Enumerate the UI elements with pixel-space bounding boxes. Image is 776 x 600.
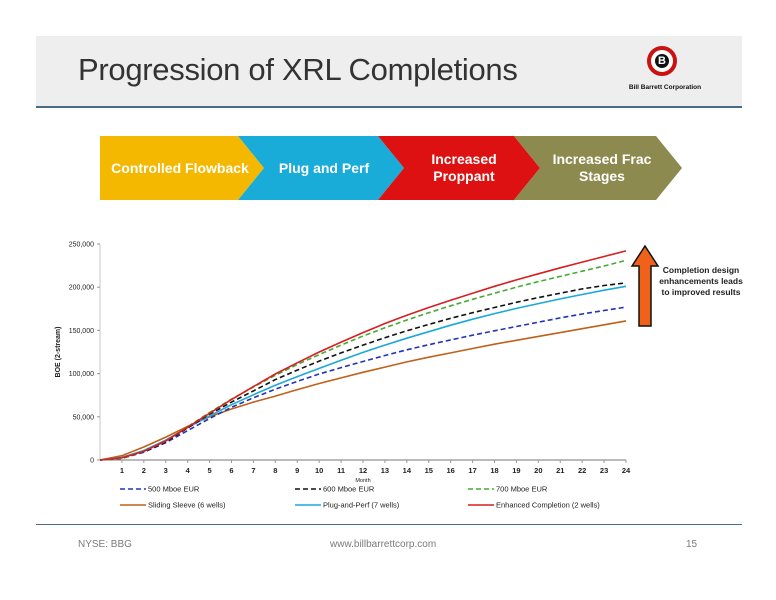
y-tick-label: 250,000 <box>69 242 94 249</box>
x-tick-label: 9 <box>295 466 299 475</box>
y-tick-label: 150,000 <box>69 328 94 335</box>
logo-text: Bill Barrett Corporation <box>628 84 702 91</box>
x-tick-label: 17 <box>468 466 476 475</box>
x-tick-label: 7 <box>251 466 255 475</box>
chevron-2-shape <box>238 136 404 200</box>
header-rule <box>36 106 742 108</box>
x-tick-label: 12 <box>359 466 367 475</box>
x-tick-label: 24 <box>622 466 631 475</box>
x-tick-label: 21 <box>556 466 564 475</box>
header-band <box>36 36 742 106</box>
x-tick-label: 6 <box>229 466 233 475</box>
x-tick-label: 16 <box>446 466 454 475</box>
series-line-2 <box>99 259 627 461</box>
series-line-3 <box>99 320 627 461</box>
x-tick-label: 5 <box>207 466 211 475</box>
x-tick-label: 10 <box>315 466 323 475</box>
chevron-3-shape <box>378 136 540 200</box>
footer-rule <box>36 524 742 525</box>
legend-label-0: 500 Mboe EUR <box>148 485 200 494</box>
x-tick-label: 15 <box>425 466 433 475</box>
legend-label-1: 600 Mboe EUR <box>323 485 375 494</box>
x-tick-label: 11 <box>337 466 345 475</box>
chart-series <box>99 250 627 461</box>
x-tick-label: 19 <box>512 466 520 475</box>
company-logo: B Bill Barrett Corporation <box>620 46 710 98</box>
x-tick-label: 14 <box>403 466 412 475</box>
x-tick-label: 1 <box>120 466 124 475</box>
y-tick-label: 100,000 <box>69 371 94 378</box>
x-tick-label: 20 <box>534 466 542 475</box>
series-line-0 <box>99 306 627 461</box>
footer-ticker: NYSE: BBG <box>78 539 132 550</box>
y-axis-label: BOE (2-stream) <box>55 327 62 378</box>
chevron-4-label: Increased Frac Stages <box>552 151 652 184</box>
legend-label-2: 700 Mboe EUR <box>496 485 548 494</box>
logo-letter: B <box>655 54 669 68</box>
logo-ring: B <box>647 46 677 76</box>
x-tick-label: 3 <box>164 466 168 475</box>
chevron-2-label: Plug and Perf <box>278 159 370 176</box>
chevron-1-label: Controlled Flowback <box>111 159 249 176</box>
process-chevrons: Controlled Flowback Plug and Perf Increa… <box>100 136 690 200</box>
footer-page-number: 15 <box>686 539 698 550</box>
x-tick-label: 18 <box>490 466 498 475</box>
x-tick-label: 23 <box>600 466 608 475</box>
x-axis-label: Month <box>355 478 370 484</box>
x-tick-label: 2 <box>142 466 146 475</box>
y-tick-label: 0 <box>90 458 94 465</box>
y-tick-label: 50,000 <box>73 414 95 421</box>
legend-label-3: Sliding Sleeve (6 wells) <box>148 501 226 510</box>
x-tick-label: 13 <box>381 466 389 475</box>
chevron-shapes <box>100 136 682 200</box>
chevron-3-label: Increased Proppant <box>431 151 497 184</box>
x-tick-label: 22 <box>578 466 586 475</box>
footer-url: www.billbarrettcorp.com <box>330 539 437 550</box>
series-line-5 <box>99 250 627 461</box>
series-line-1 <box>99 282 627 461</box>
chart-legend: 500 Mboe EUR 600 Mboe EUR 700 Mboe EUR Slid… <box>120 485 600 510</box>
legend-label-5: Enhanced Completion (2 wells) <box>496 501 600 510</box>
y-tick-label: 200,000 <box>69 285 94 292</box>
legend-label-4: Plug-and-Perf (7 wells) <box>323 501 400 510</box>
slide-title: Progression of XRL Completions <box>78 52 518 87</box>
side-note: Completion design enhancements leads to … <box>659 265 743 297</box>
up-arrow-icon <box>630 244 660 327</box>
x-tick-label: 4 <box>186 466 191 475</box>
chevron-1-shape <box>100 136 264 200</box>
x-tick-label: 8 <box>273 466 277 475</box>
chevron-4-shape <box>514 136 682 200</box>
